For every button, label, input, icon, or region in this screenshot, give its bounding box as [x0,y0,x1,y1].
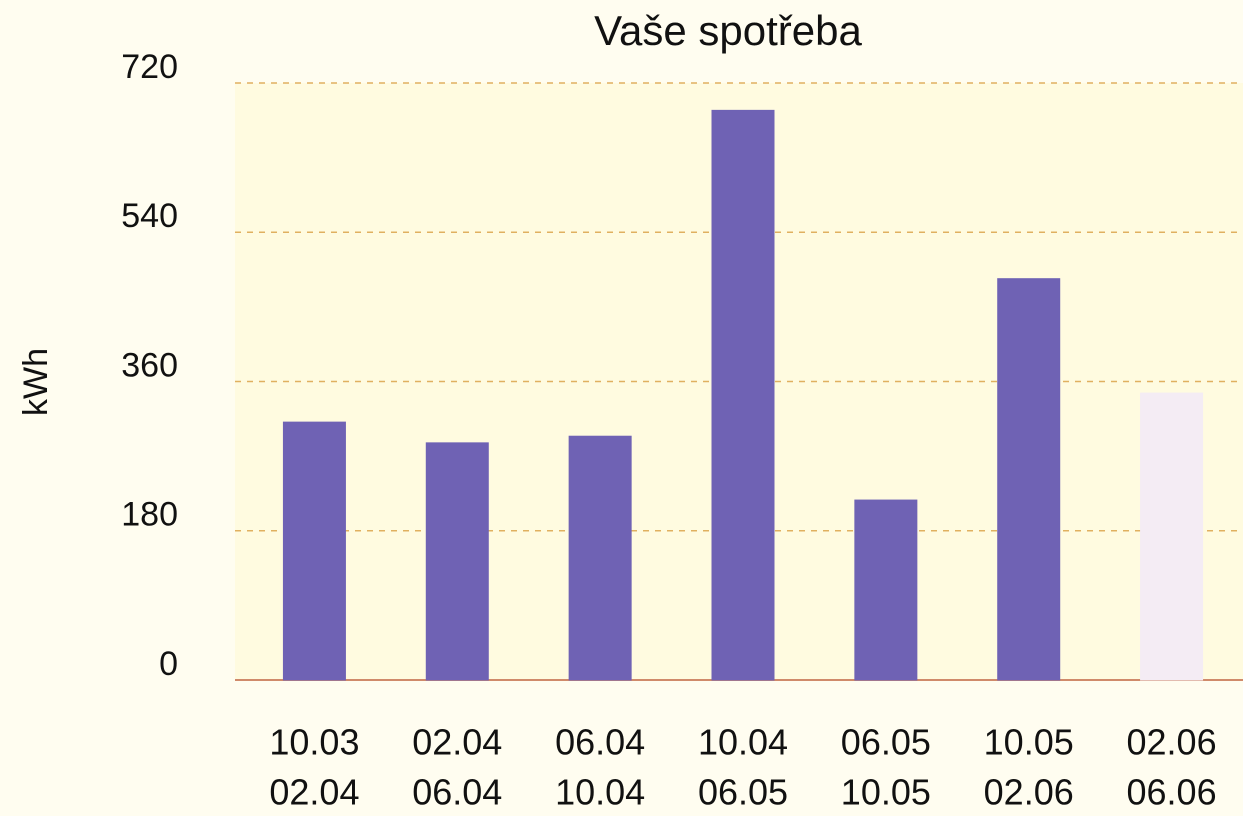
y-tick-label: 0 [159,645,178,683]
y-tick-label: 180 [121,496,178,534]
x-tick-label: 10.04 [555,772,645,813]
y-axis-label: kWh [17,348,55,416]
chart-title: Vaše spotřeba [594,7,862,54]
x-tick-label: 06.05 [841,722,931,763]
y-tick-label: 540 [121,197,178,235]
x-tick-label: 10.05 [984,722,1074,763]
x-tick-label: 06.04 [412,772,502,813]
bar [568,435,632,681]
bar [282,421,346,681]
bar [997,278,1061,681]
x-tick-label: 02.06 [1127,722,1217,763]
x-tick-label: 10.03 [269,722,359,763]
x-tick-label: 02.04 [412,722,502,763]
x-tick-label: 02.06 [984,772,1074,813]
bar [1140,392,1204,681]
y-tick-label: 360 [121,346,178,384]
x-tick-label: 02.04 [269,772,359,813]
x-tick-label: 06.05 [698,772,788,813]
bar [711,109,775,681]
bar [854,499,918,681]
x-tick-label: 10.05 [841,772,931,813]
y-tick-label: 720 [121,48,178,86]
x-tick-label: 10.04 [698,722,788,763]
bar [425,442,489,681]
x-tick-label: 06.06 [1127,772,1217,813]
x-tick-label: 06.04 [555,722,645,763]
